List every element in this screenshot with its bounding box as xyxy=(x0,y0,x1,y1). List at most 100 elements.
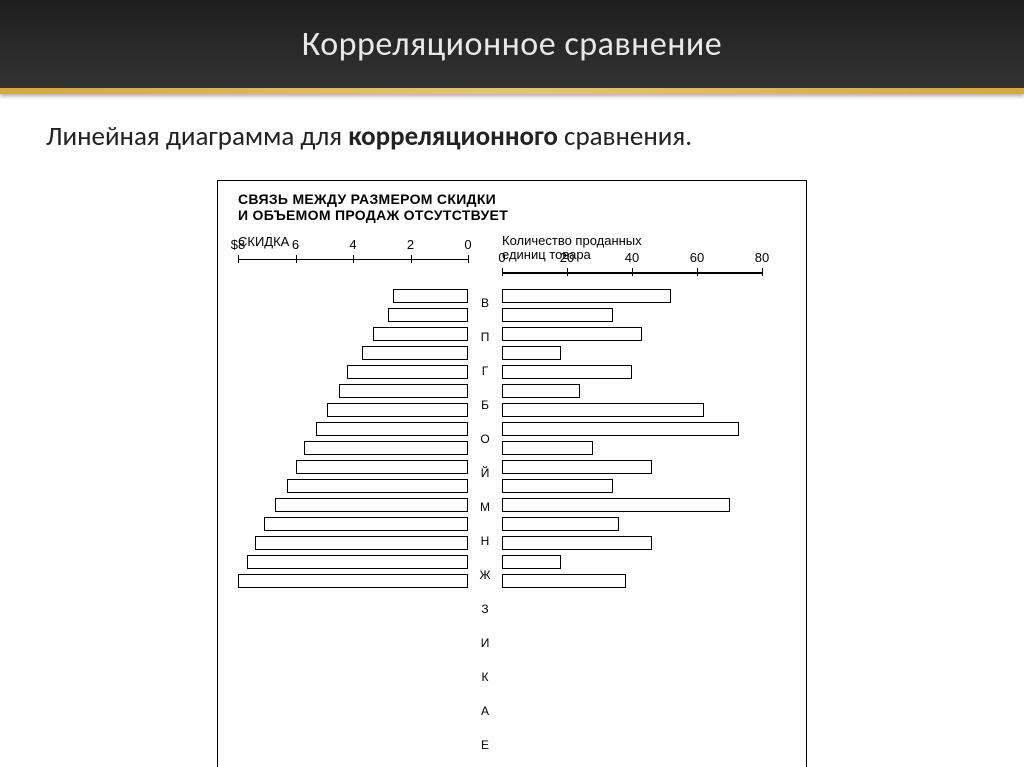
left-bar xyxy=(347,365,468,379)
axis-tick-label: 80 xyxy=(755,250,769,265)
left-bar xyxy=(327,403,468,417)
chart-container: СВЯЗЬ МЕЖДУ РАЗМЕРОМ СКИДКИ И ОБЪЕМОМ ПР… xyxy=(46,180,978,767)
axis-tick xyxy=(502,268,503,276)
chart-title-line1: СВЯЗЬ МЕЖДУ РАЗМЕРОМ СКИДКИ xyxy=(238,191,786,208)
category-label: Й xyxy=(468,456,502,490)
bar-row-right xyxy=(502,495,762,514)
axis-tick xyxy=(762,268,763,276)
bar-row-left xyxy=(238,419,468,438)
right-bar xyxy=(502,327,642,341)
left-axis-header-col: СКИДКА $86420 xyxy=(238,234,468,285)
chart-title: СВЯЗЬ МЕЖДУ РАЗМЕРОМ СКИДКИ И ОБЪЕМОМ ПР… xyxy=(238,191,786,224)
intro-bold: корреляционного xyxy=(348,120,558,153)
center-gap xyxy=(468,234,502,285)
slide-title: Корреляционное сравнение xyxy=(302,24,722,65)
left-bar xyxy=(373,327,468,341)
bar-row-right xyxy=(502,514,762,533)
axis-tick-label: 0 xyxy=(498,250,505,265)
axis-tick-label: 4 xyxy=(349,237,356,252)
axis-tick xyxy=(567,268,568,276)
left-bar xyxy=(247,555,468,569)
right-axis-ticks: 020406080 xyxy=(502,262,762,284)
bar-row-left xyxy=(238,362,468,381)
axis-tick xyxy=(468,255,469,263)
right-bar xyxy=(502,289,671,303)
right-bar xyxy=(502,460,652,474)
bar-row-right xyxy=(502,305,762,324)
bars-area: ВПГБОЙМНЖЗИКАЕДЛ xyxy=(238,286,786,767)
category-labels-column: ВПГБОЙМНЖЗИКАЕДЛ xyxy=(468,286,502,767)
axis-tick-label: 40 xyxy=(625,250,639,265)
left-bar xyxy=(388,308,469,322)
category-label: З xyxy=(468,592,502,626)
bar-row-left xyxy=(238,438,468,457)
right-bar xyxy=(502,479,613,493)
bar-row-left xyxy=(238,495,468,514)
axis-tick xyxy=(697,268,698,276)
category-label: П xyxy=(468,320,502,354)
category-label: М xyxy=(468,490,502,524)
left-bar xyxy=(339,384,468,398)
bar-row-right xyxy=(502,286,762,305)
right-bar xyxy=(502,536,652,550)
intro-suffix: сравнения. xyxy=(558,120,692,153)
category-label: О xyxy=(468,422,502,456)
right-bar xyxy=(502,498,730,512)
category-label: Г xyxy=(468,354,502,388)
category-label: В xyxy=(468,286,502,320)
bar-row-right xyxy=(502,400,762,419)
axis-tick-label: 2 xyxy=(407,237,414,252)
category-label: Е xyxy=(468,728,502,762)
bar-row-left xyxy=(238,286,468,305)
right-bar xyxy=(502,403,704,417)
slide-header: Корреляционное сравнение xyxy=(0,0,1024,88)
bar-row-left xyxy=(238,571,468,590)
right-bar xyxy=(502,308,613,322)
bar-row-left xyxy=(238,514,468,533)
category-label: К xyxy=(468,660,502,694)
axis-tick xyxy=(632,268,633,276)
bar-row-right xyxy=(502,343,762,362)
bar-row-right xyxy=(502,552,762,571)
left-bar xyxy=(393,289,468,303)
left-bar xyxy=(316,422,468,436)
bar-row-right xyxy=(502,571,762,590)
category-label: И xyxy=(468,626,502,660)
axis-tick xyxy=(411,255,412,263)
left-bar xyxy=(275,498,468,512)
bar-row-left xyxy=(238,343,468,362)
bar-row-left xyxy=(238,400,468,419)
bar-row-left xyxy=(238,324,468,343)
left-axis-ticks: $86420 xyxy=(238,249,468,271)
bar-row-right xyxy=(502,457,762,476)
intro-text: Линейная диаграмма для корреляционного с… xyxy=(46,120,978,154)
left-bar xyxy=(304,441,468,455)
left-bar xyxy=(362,346,468,360)
right-bar xyxy=(502,346,561,360)
left-bar xyxy=(255,536,468,550)
bar-row-right xyxy=(502,476,762,495)
bar-row-left xyxy=(238,552,468,571)
left-bar xyxy=(264,517,468,531)
bar-row-left xyxy=(238,476,468,495)
bar-row-right xyxy=(502,419,762,438)
axis-headers-row: СКИДКА $86420 Количество проданных едини… xyxy=(238,234,786,285)
chart-title-line2: И ОБЪЕМОМ ПРОДАЖ ОТСУТСТВУЕТ xyxy=(238,207,786,224)
bar-row-right xyxy=(502,438,762,457)
axis-tick-label: 0 xyxy=(464,237,471,252)
bar-row-left xyxy=(238,381,468,400)
bar-row-right xyxy=(502,324,762,343)
right-bar xyxy=(502,517,619,531)
right-bars-column xyxy=(502,286,762,767)
category-label: Ж xyxy=(468,558,502,592)
left-bar xyxy=(287,479,468,493)
bar-row-left xyxy=(238,305,468,324)
axis-tick-label: $8 xyxy=(231,237,245,252)
axis-tick-label: 6 xyxy=(292,237,299,252)
right-bar xyxy=(502,441,593,455)
category-label: Б xyxy=(468,388,502,422)
axis-tick xyxy=(238,255,239,263)
right-bar xyxy=(502,365,632,379)
category-label: Н xyxy=(468,524,502,558)
category-label: Д xyxy=(468,762,502,767)
